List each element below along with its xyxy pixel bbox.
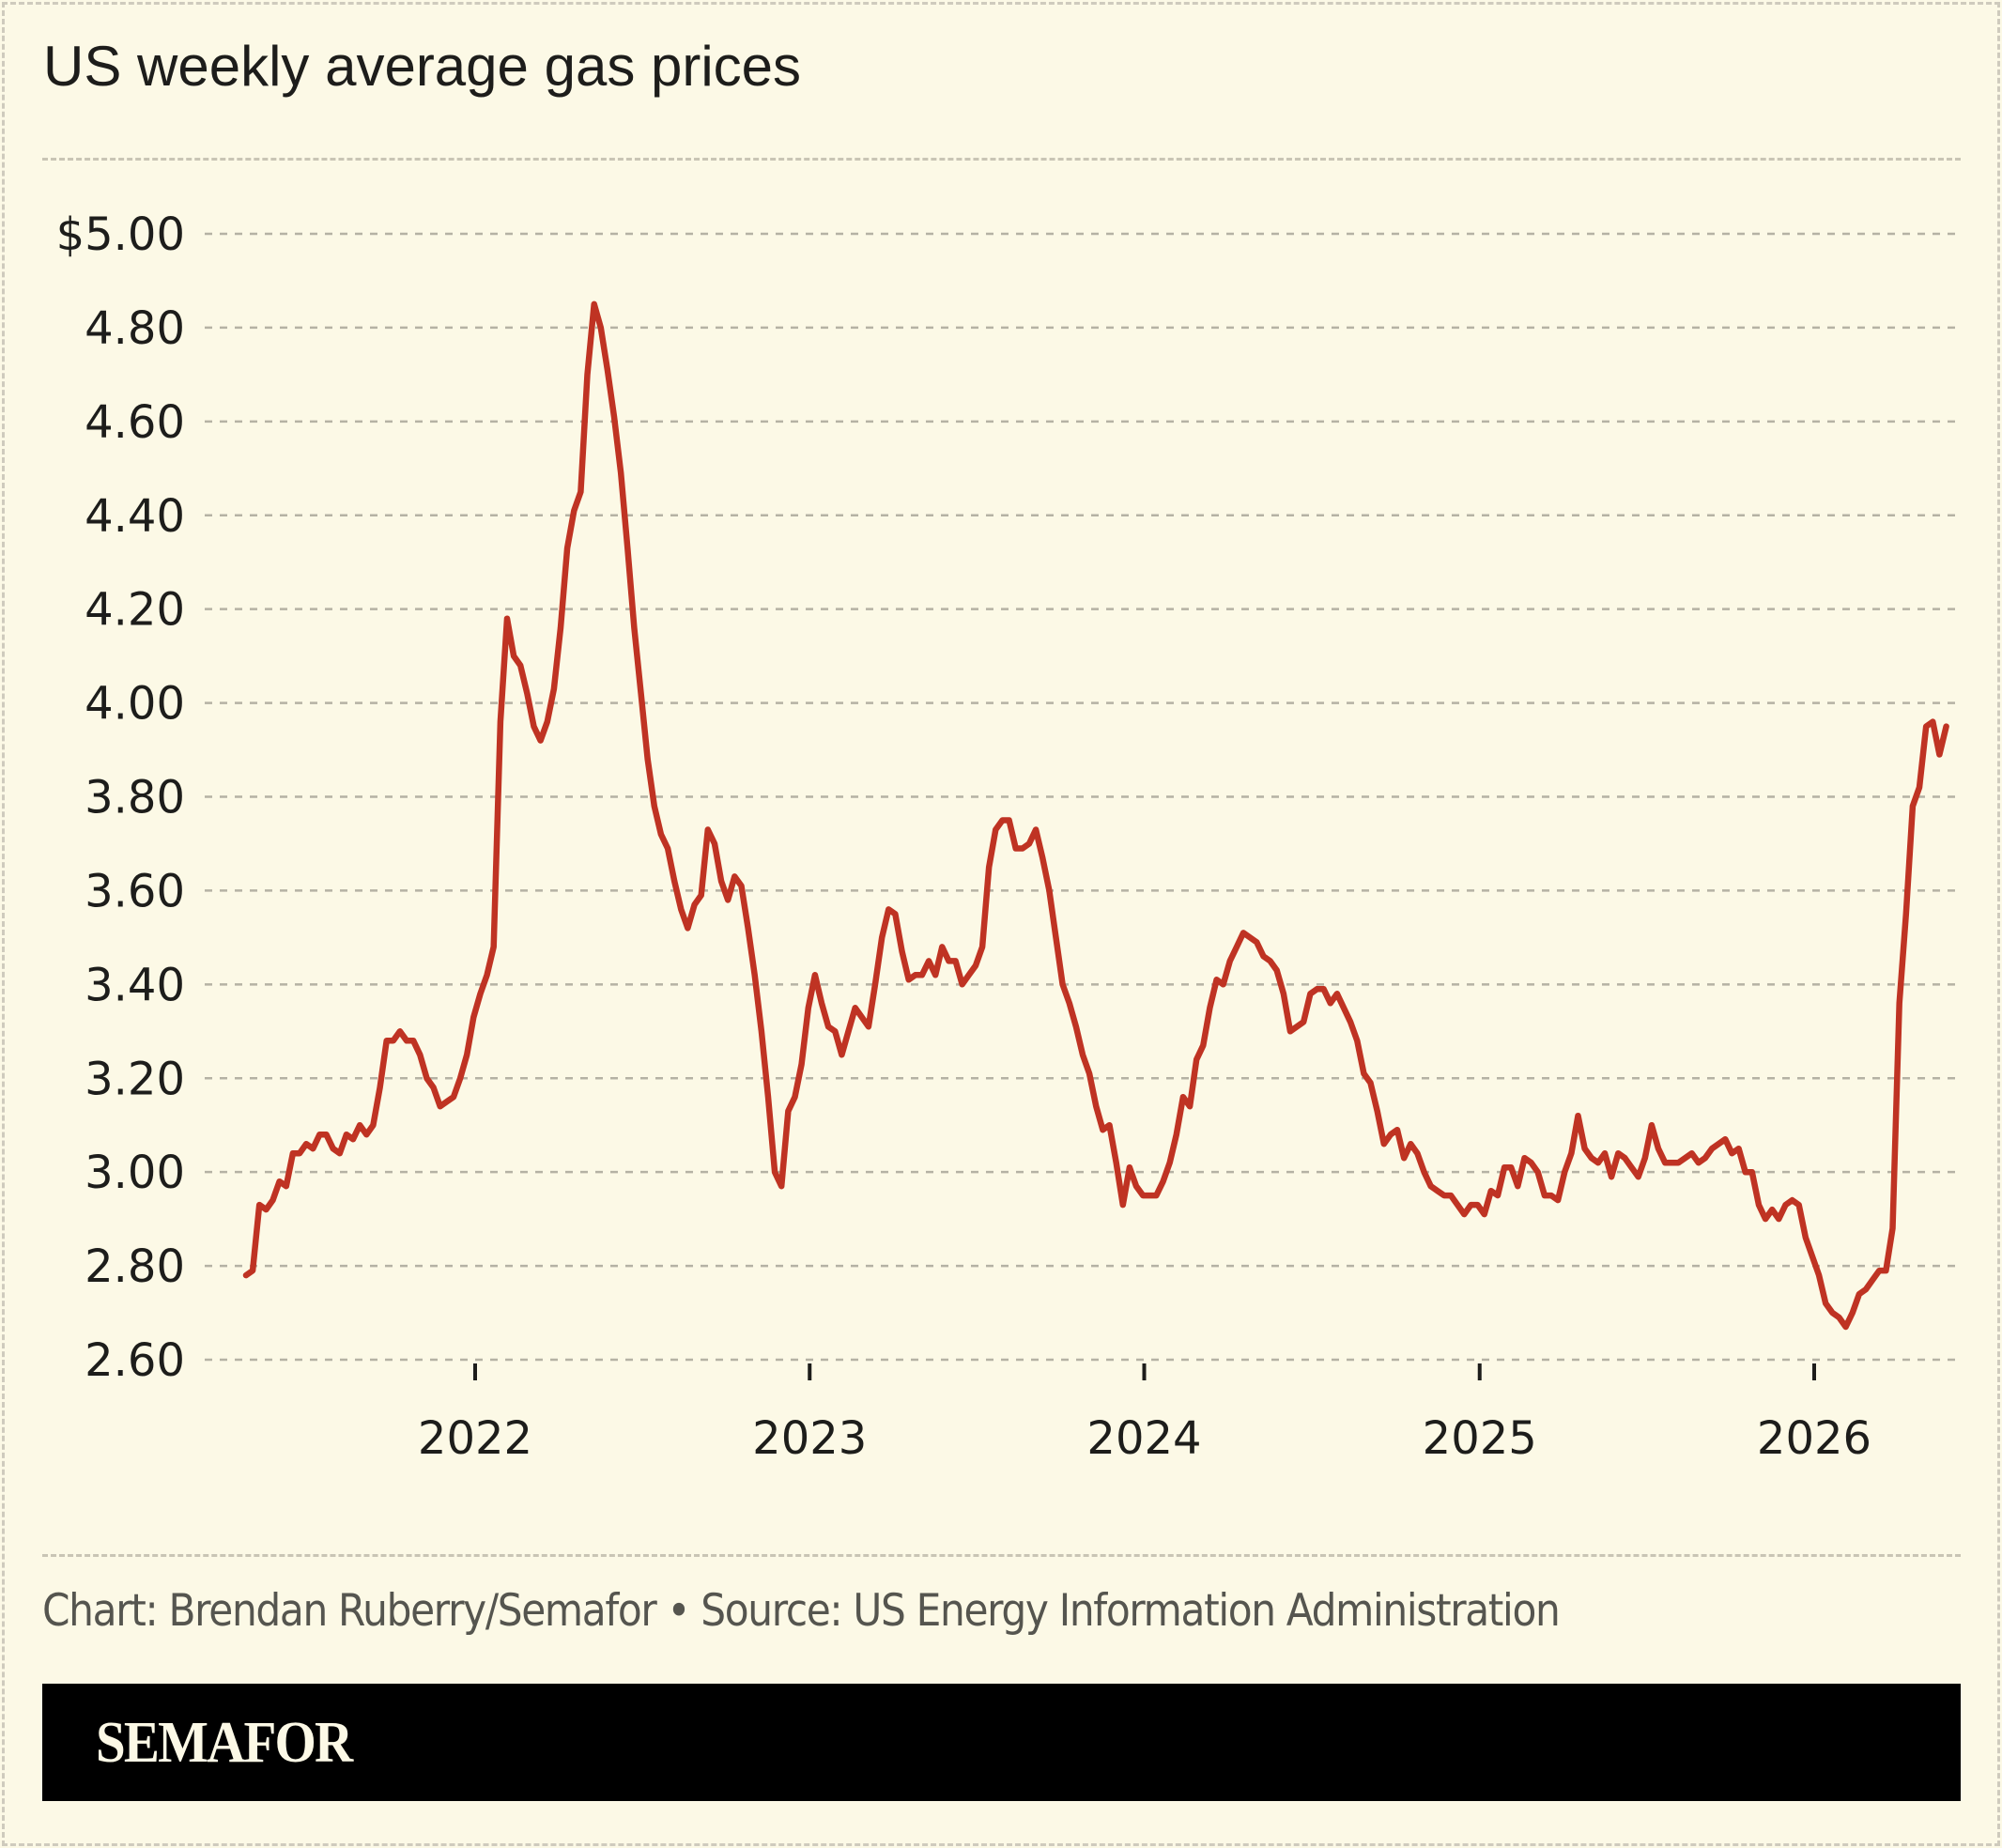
chart-title: US weekly average gas prices [43, 35, 802, 98]
line-chart: $5.00 4.80 4.60 4.40 4.20 4.00 3.80 3.60 3.40 3.2… [56, 208, 1958, 1465]
x-axis-labels: 2022 2023 2024 2025 2026 [418, 1363, 1871, 1465]
x-tick-label: 2023 [752, 1412, 867, 1465]
x-tick-label: 2025 [1423, 1412, 1537, 1465]
y-tick-label: 4.00 [85, 678, 185, 731]
brand-bar: SEMAFOR [42, 1684, 1961, 1801]
footer-divider [42, 1554, 1961, 1557]
semafor-logo: SEMAFOR [96, 1711, 353, 1775]
y-tick-label: 4.40 [85, 490, 185, 543]
y-tick-label: 3.80 [85, 772, 185, 824]
y-tick-label: 4.20 [85, 584, 185, 637]
y-tick-label: 2.60 [85, 1334, 185, 1387]
y-tick-label: 4.80 [85, 302, 185, 355]
x-tick-label: 2024 [1086, 1412, 1201, 1465]
y-tick-label: $5.00 [56, 208, 185, 261]
y-axis-labels: $5.00 4.80 4.60 4.40 4.20 4.00 3.80 3.60 3.40 3.2… [56, 208, 185, 1387]
x-tick-label: 2026 [1757, 1412, 1871, 1465]
title-divider [42, 158, 1961, 161]
y-tick-label: 3.00 [85, 1147, 185, 1199]
y-tick-label: 3.20 [85, 1053, 185, 1105]
y-tick-label: 4.60 [85, 396, 185, 449]
series-line-gas-price [242, 300, 1949, 1331]
x-tick-label: 2022 [418, 1412, 532, 1465]
grid-lines [205, 232, 1958, 1362]
source-credit: Chart: Brendan Ruberry/Semafor • Source:… [42, 1585, 1561, 1637]
y-tick-label: 2.80 [85, 1240, 185, 1293]
y-tick-label: 3.60 [85, 865, 185, 917]
y-tick-label: 3.40 [85, 959, 185, 1011]
